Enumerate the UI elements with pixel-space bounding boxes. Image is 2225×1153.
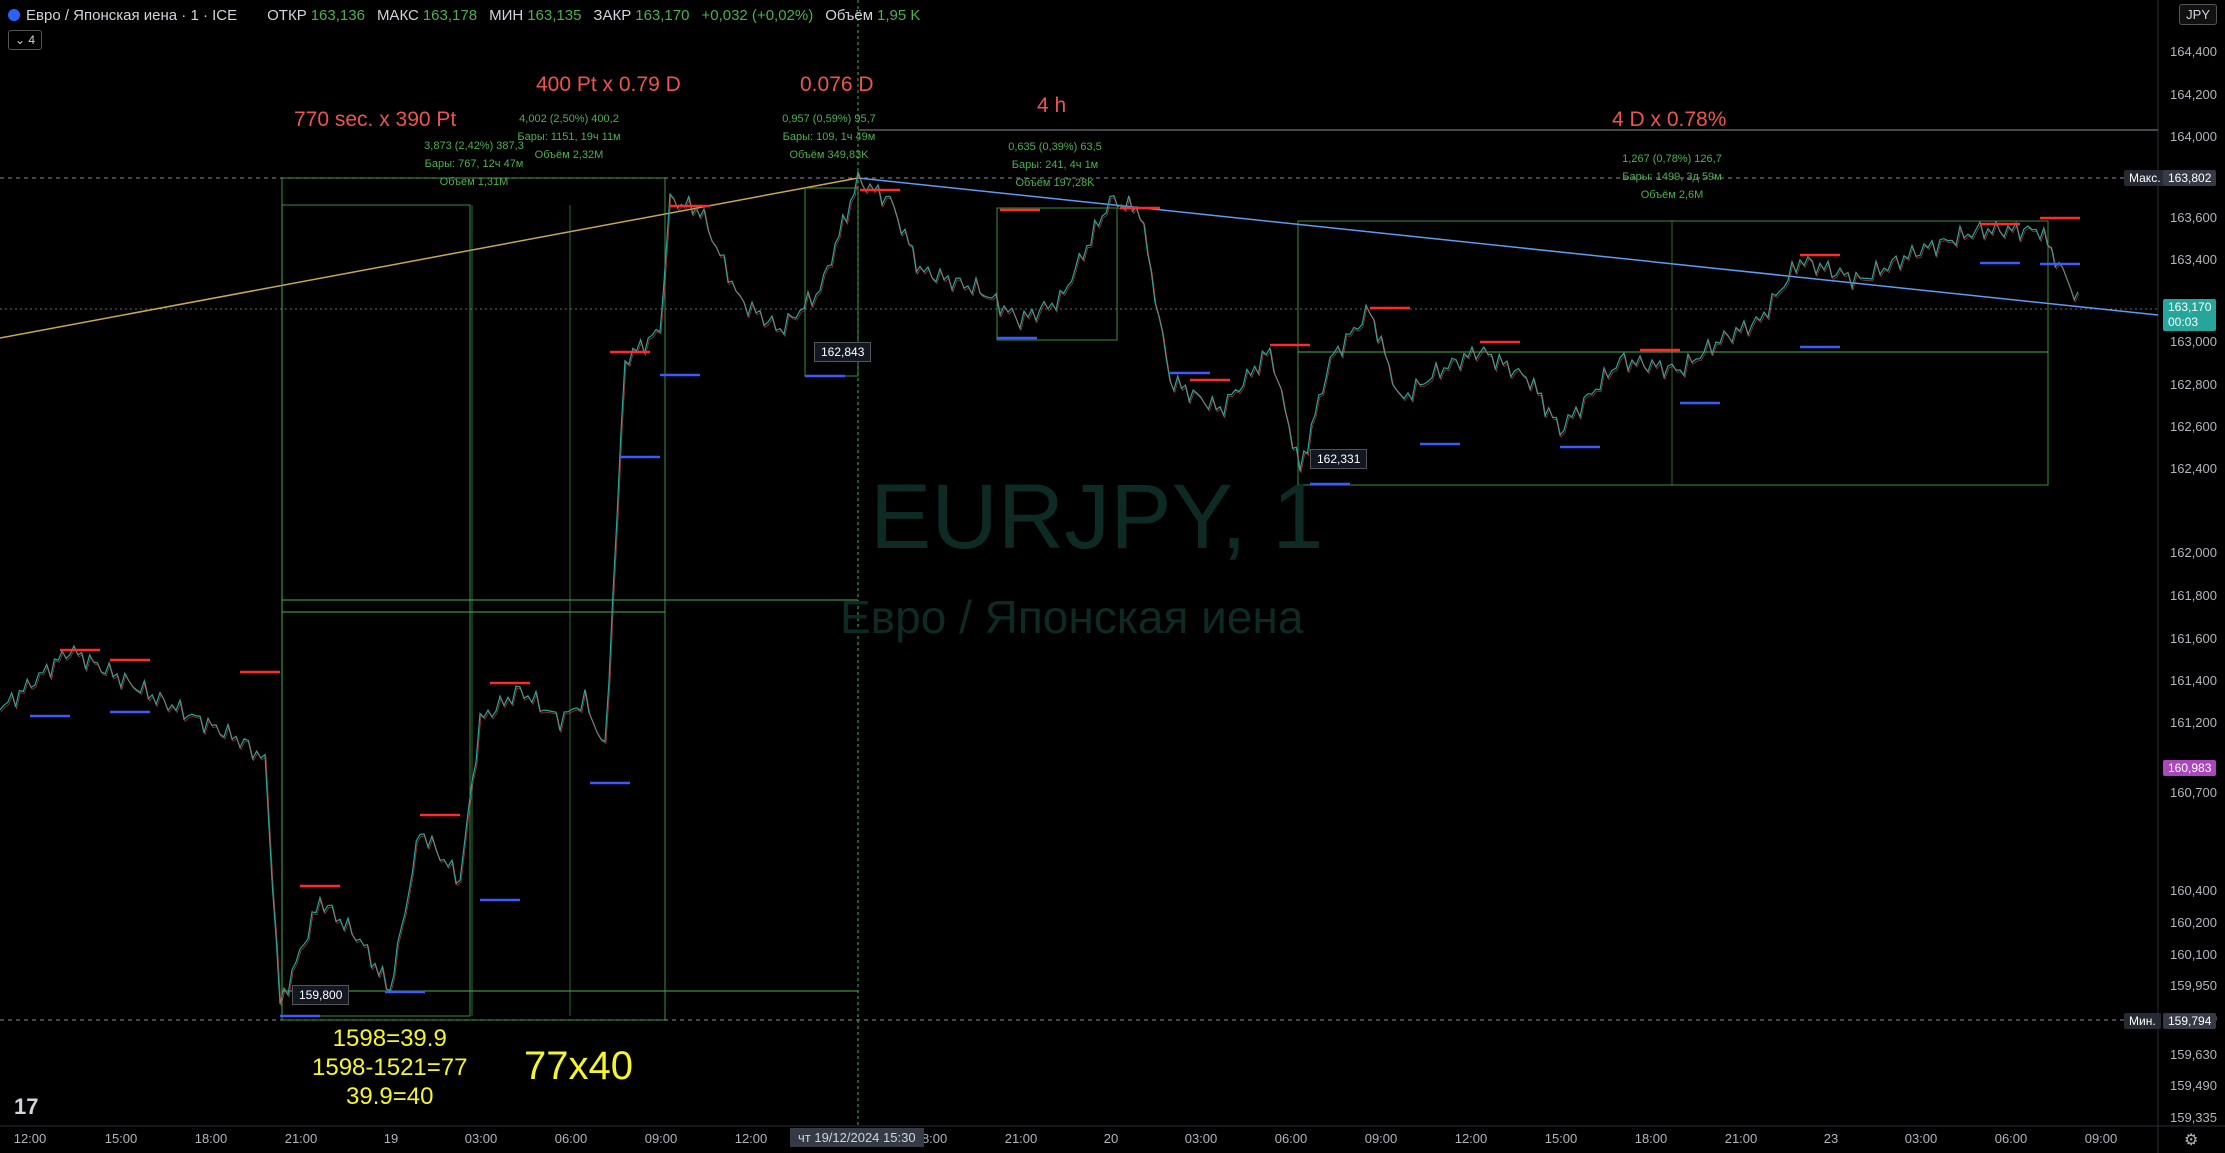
time-tick-label: 20 bbox=[1103, 1131, 1119, 1146]
currency-button[interactable]: JPY bbox=[2179, 4, 2217, 25]
price-tick-label: 159,630 bbox=[2170, 1047, 2217, 1062]
legend-header: Евро / Японская иена · 1 · ICE ОТКР 163,1… bbox=[0, 0, 932, 30]
annotation-text[interactable]: 400 Pt x 0.79 D bbox=[536, 73, 681, 96]
settings-icon[interactable]: ⚙ bbox=[2184, 1132, 2199, 1149]
price-label[interactable]: 162,331 bbox=[1310, 449, 1368, 469]
tradingview-logo: 17 bbox=[14, 1094, 39, 1119]
price-tick-label: 163,000 bbox=[2170, 334, 2217, 349]
high-label: МАКС bbox=[376, 6, 419, 24]
indicators-toggle[interactable]: ⌄ 4 bbox=[8, 30, 43, 50]
low-value: 163,135 bbox=[527, 6, 582, 24]
watermark-symbol: EURJPY, 1 bbox=[870, 466, 1324, 568]
time-tick-label: 18:00 bbox=[194, 1131, 228, 1146]
time-tick-label: 12:00 bbox=[734, 1131, 768, 1146]
annotation-text[interactable]: 0.076 D bbox=[800, 73, 874, 96]
measure-box bbox=[281, 204, 471, 1017]
time-tick-label: 03:00 bbox=[1904, 1131, 1938, 1146]
price-tick-label: 159,490 bbox=[2170, 1078, 2217, 1093]
volume-label: Объём bbox=[825, 6, 874, 24]
min-tag: Мин. bbox=[2124, 1013, 2161, 1029]
trend-line bbox=[0, 177, 859, 339]
price-tick-label: 162,000 bbox=[2170, 545, 2217, 560]
price-series-up bbox=[0, 171, 2079, 1004]
price-tick-label: 164,000 bbox=[2170, 129, 2217, 144]
measure-box bbox=[1297, 220, 2049, 486]
time-tick-label: 06:00 bbox=[1994, 1131, 2028, 1146]
max-value-tag: 163,802 bbox=[2163, 170, 2217, 186]
open-label: ОТКР bbox=[267, 6, 307, 24]
change-value: +0,032 (+0,02%) bbox=[701, 6, 814, 24]
price-tick-label: 160,200 bbox=[2170, 915, 2217, 930]
measure-stats: 3,873 (2,42%) 387,3 Бары: 767, 12ч 47м Объ… bbox=[424, 140, 524, 188]
close-label: ЗАКР bbox=[593, 6, 632, 24]
note-text[interactable]: 1598=39.9 1598-1521=77 39.9=40 bbox=[312, 1025, 468, 1110]
indicator-count: 4 bbox=[28, 33, 36, 47]
price-tick-label: 160,400 bbox=[2170, 883, 2217, 898]
price-tick-label: 163,400 bbox=[2170, 252, 2217, 267]
time-tick-label: 03:00 bbox=[464, 1131, 498, 1146]
measure-stats: 1,267 (0,78%) 126,7 Бары: 1499, 3д 59м Объ… bbox=[1622, 153, 1722, 201]
level-tag: 160,983 bbox=[2163, 760, 2217, 776]
open-value: 163,136 bbox=[310, 6, 365, 24]
annotation-text[interactable]: 4 D x 0.78% bbox=[1612, 108, 1727, 131]
price-tick-label: 162,600 bbox=[2170, 419, 2217, 434]
annotation-text[interactable]: 4 h bbox=[1037, 94, 1067, 117]
min-value-tag: 159,794 bbox=[2163, 1013, 2217, 1029]
price-tick-label: 160,700 bbox=[2170, 785, 2217, 800]
price-tick-label: 162,800 bbox=[2170, 377, 2217, 392]
measure-box bbox=[996, 207, 1118, 341]
time-tick-label: 09:00 bbox=[644, 1131, 678, 1146]
price-tick-label: 164,400 bbox=[2170, 44, 2217, 59]
measure-stats: 0,635 (0,39%) 63,5 Бары: 241, 4ч 1м Объём … bbox=[1008, 141, 1102, 189]
symbol-icon bbox=[8, 9, 20, 21]
watermark-name: Евро / Японская иена bbox=[840, 591, 1304, 643]
last-price-tag: 163,170 00:03 bbox=[2163, 299, 2217, 331]
price-tick-label: 160,100 bbox=[2170, 947, 2217, 962]
trend-line bbox=[857, 177, 2159, 316]
price-tick-label: 163,600 bbox=[2170, 210, 2217, 225]
time-tick-label: 19 bbox=[383, 1131, 399, 1146]
time-tick-label: 23 bbox=[1823, 1131, 1839, 1146]
close-value: 163,170 bbox=[635, 6, 690, 24]
high-value: 163,178 bbox=[422, 6, 478, 24]
time-tick-label: 12:00 bbox=[13, 1131, 47, 1146]
time-tick-label: 21:00 bbox=[284, 1131, 318, 1146]
time-tick-label: 09:00 bbox=[2084, 1131, 2118, 1146]
measure-stats: 4,002 (2,50%) 400,2 Бары: 1151, 19ч 11м Об… bbox=[517, 113, 621, 161]
time-tick-label: 03:00 bbox=[1184, 1131, 1218, 1146]
price-tick-label: 161,400 bbox=[2170, 673, 2217, 688]
time-tick-label: 21:00 bbox=[1004, 1131, 1038, 1146]
measure-stats: 0,957 (0,59%) 95,7 Бары: 109, 1ч 49м Объём… bbox=[782, 113, 876, 161]
price-tick-label: 159,950 bbox=[2170, 978, 2217, 993]
symbol-name[interactable]: Евро / Японская иена · 1 · ICE bbox=[26, 6, 238, 24]
price-tick-label: 159,335 bbox=[2170, 1110, 2217, 1125]
price-tick-label: 164,200 bbox=[2170, 87, 2217, 102]
price-label[interactable]: 159,800 bbox=[292, 985, 350, 1005]
volume-value: 1,95 K bbox=[877, 6, 921, 24]
time-tick-label: 18:00 bbox=[1634, 1131, 1668, 1146]
price-tick-label: 161,800 bbox=[2170, 588, 2217, 603]
price-tick-label: 161,600 bbox=[2170, 631, 2217, 646]
annotation-text[interactable]: 770 sec. x 390 Pt bbox=[294, 108, 457, 131]
time-tick-label: 09:00 bbox=[1364, 1131, 1398, 1146]
low-label: МИН bbox=[489, 6, 524, 24]
time-tick-label: 12:00 bbox=[1454, 1131, 1488, 1146]
price-tick-label: 161,200 bbox=[2170, 715, 2217, 730]
crosshair-time-label: чт 19/12/2024 15:30 bbox=[790, 1128, 924, 1147]
max-tag: Макс. bbox=[2124, 170, 2166, 186]
price-series-down bbox=[0, 173, 2080, 1006]
price-tick-label: 162,400 bbox=[2170, 461, 2217, 476]
time-tick-label: 15:00 bbox=[104, 1131, 138, 1146]
time-tick-label: 15:00 bbox=[1544, 1131, 1578, 1146]
price-label[interactable]: 162,843 bbox=[814, 342, 872, 362]
note-big[interactable]: 77x40 bbox=[524, 1044, 633, 1088]
time-tick-label: 21:00 bbox=[1724, 1131, 1758, 1146]
time-tick-label: 06:00 bbox=[554, 1131, 588, 1146]
time-tick-label: 06:00 bbox=[1274, 1131, 1308, 1146]
measure-box bbox=[281, 177, 666, 1021]
